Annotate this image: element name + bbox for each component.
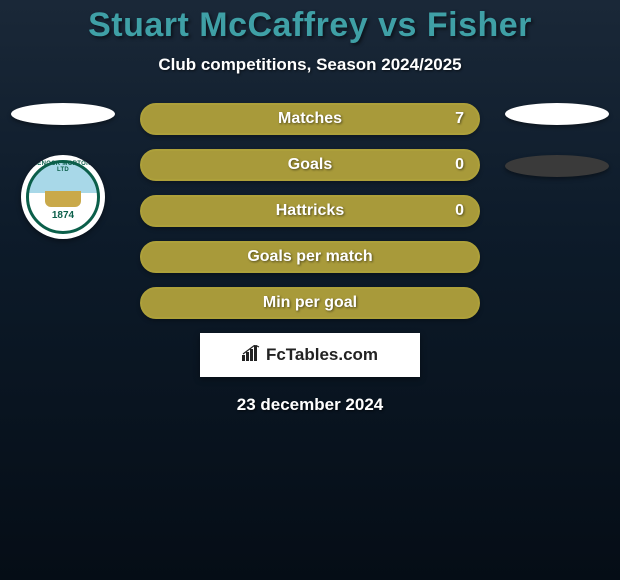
stats-bars: Matches 7 Goals 0 Hattricks 0 Goals per … xyxy=(140,103,480,319)
stat-row-hattricks: Hattricks 0 xyxy=(140,195,480,227)
left-club-badge: GREENOCK MORTON F.C LTD 1874 xyxy=(21,155,105,239)
stat-label: Hattricks xyxy=(276,202,344,220)
content-area: GREENOCK MORTON F.C LTD 1874 Matches 7 G… xyxy=(0,103,620,415)
stat-label: Goals xyxy=(288,156,332,174)
snapshot-date: 23 december 2024 xyxy=(0,395,620,415)
left-player-column: GREENOCK MORTON F.C LTD 1874 xyxy=(8,103,118,239)
brand-text: FcTables.com xyxy=(266,345,378,365)
right-player-avatar-placeholder xyxy=(505,103,609,125)
stat-value-right: 7 xyxy=(455,110,464,128)
right-player-column xyxy=(502,103,612,177)
stat-row-min-per-goal: Min per goal xyxy=(140,287,480,319)
right-club-badge-placeholder xyxy=(505,155,609,177)
brand-logo: FcTables.com xyxy=(242,345,378,366)
stat-label: Goals per match xyxy=(247,248,372,266)
club-badge-name: GREENOCK MORTON F.C LTD xyxy=(21,161,105,173)
stat-row-goals-per-match: Goals per match xyxy=(140,241,480,273)
stat-label: Min per goal xyxy=(263,294,357,312)
stat-value-right: 0 xyxy=(455,156,464,174)
brand-logo-box[interactable]: FcTables.com xyxy=(200,333,420,377)
stat-value-right: 0 xyxy=(455,202,464,220)
stat-row-goals: Goals 0 xyxy=(140,149,480,181)
club-badge-year: 1874 xyxy=(21,210,105,221)
chart-icon xyxy=(242,345,262,366)
stat-row-matches: Matches 7 xyxy=(140,103,480,135)
comparison-title: Stuart McCaffrey vs Fisher xyxy=(0,6,620,45)
stat-label: Matches xyxy=(278,110,342,128)
left-player-avatar-placeholder xyxy=(11,103,115,125)
season-subtitle: Club competitions, Season 2024/2025 xyxy=(0,55,620,75)
header: Stuart McCaffrey vs Fisher Club competit… xyxy=(0,0,620,75)
